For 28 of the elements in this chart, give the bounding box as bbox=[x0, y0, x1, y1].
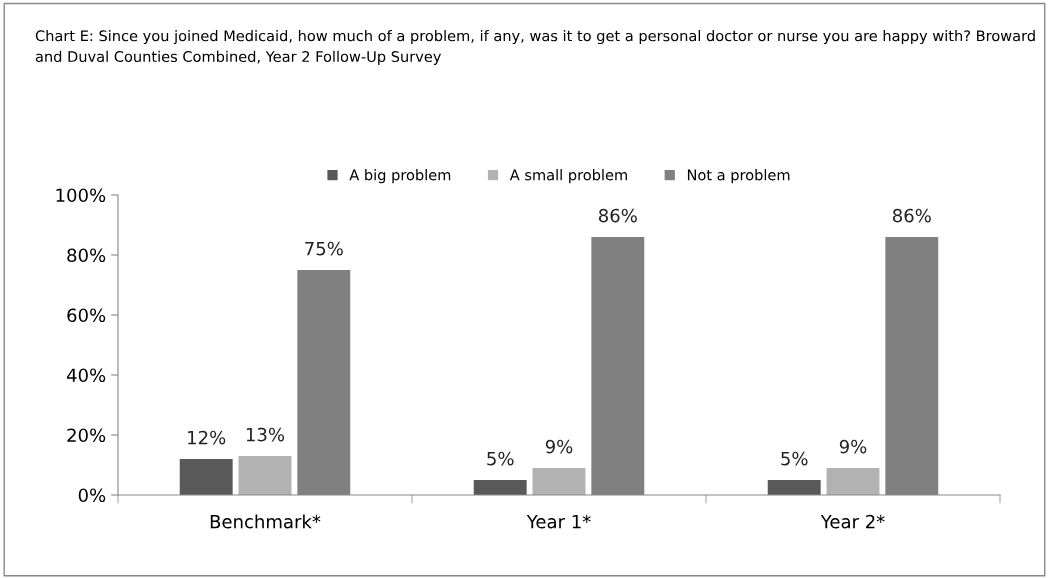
data-label: 12% bbox=[188, 430, 226, 445]
data-label: 9% bbox=[545, 439, 573, 454]
y-tick-label: 40% bbox=[66, 368, 106, 383]
y-tick-label: 60% bbox=[67, 308, 106, 323]
legend-label: A big problem bbox=[349, 169, 451, 184]
bar bbox=[826, 468, 880, 495]
legend-label: Not a problem bbox=[687, 169, 790, 184]
data-label: 5% bbox=[781, 451, 808, 466]
data-label: 86% bbox=[598, 208, 637, 223]
bar bbox=[179, 459, 233, 495]
bar bbox=[473, 480, 527, 495]
y-tick-label: 20% bbox=[67, 428, 106, 443]
y-tick-label: 0% bbox=[78, 488, 106, 503]
x-tick-label: Benchmark* bbox=[210, 514, 321, 529]
y-tick-label: 100% bbox=[56, 188, 106, 203]
bar bbox=[767, 480, 821, 495]
x-tick-label: Year 1* bbox=[526, 514, 591, 529]
data-label: 86% bbox=[892, 208, 931, 223]
legend-label: A small problem bbox=[509, 169, 627, 184]
bar bbox=[532, 468, 586, 495]
data-label: 13% bbox=[246, 427, 285, 442]
y-tick-label: 80% bbox=[67, 248, 106, 263]
bar bbox=[238, 456, 292, 495]
chart-title: Chart E: Since you joined Medicaid, how much of a problem, if any, was it to get a personal doctor or nurse you are happy with? Broward and Duval Counties Combined, Year 2 Follow-Up Survey bbox=[35, 30, 1035, 65]
x-tick-label: Year 2* bbox=[820, 514, 885, 529]
data-label: 75% bbox=[305, 241, 343, 256]
data-label: 9% bbox=[839, 439, 867, 454]
data-label: 5% bbox=[487, 451, 514, 466]
